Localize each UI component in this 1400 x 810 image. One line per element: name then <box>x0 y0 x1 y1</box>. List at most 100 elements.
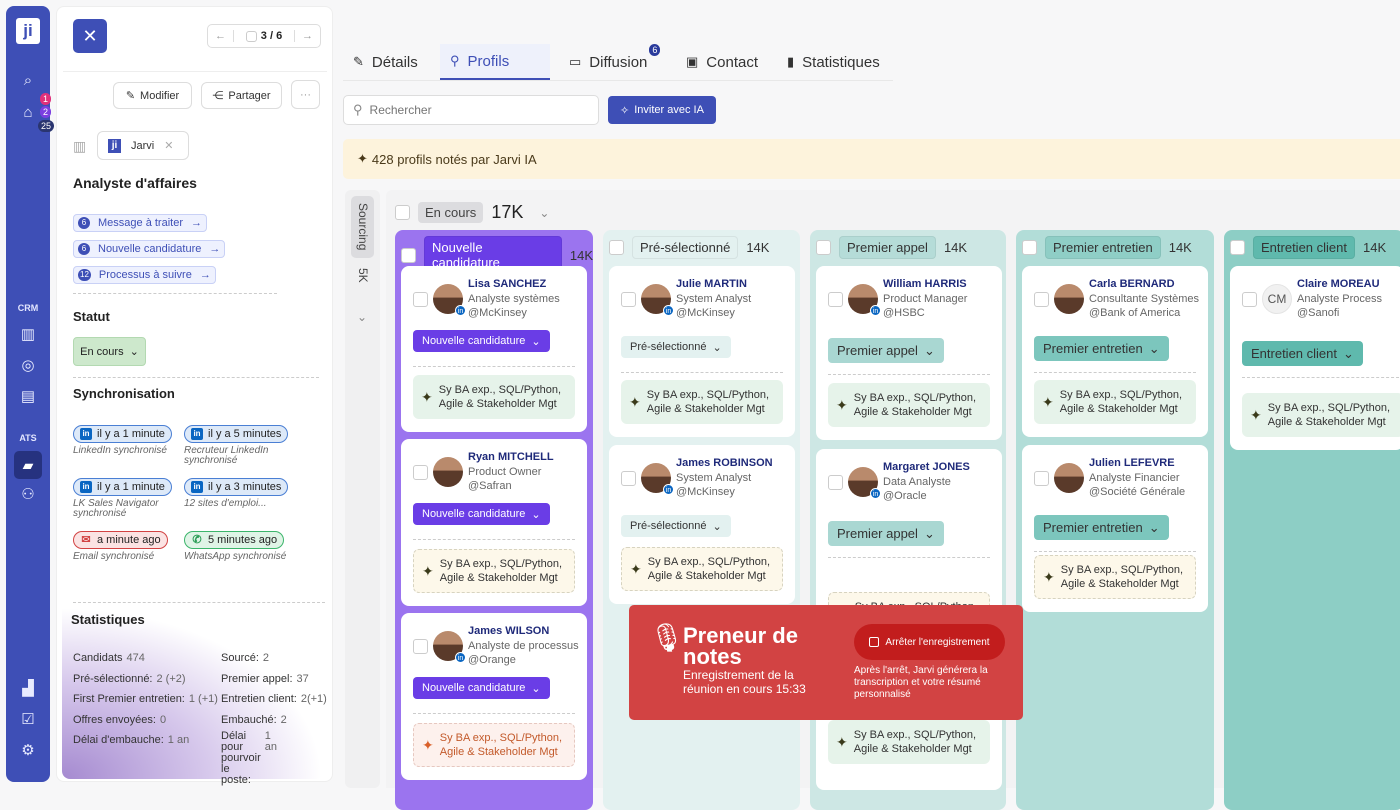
card-checkbox[interactable] <box>1242 292 1257 307</box>
candidate-card[interactable]: Julien LEFEVRE Analyste Financier @Socié… <box>1022 445 1208 612</box>
stage-dropdown[interactable]: Premier entretien ⌄ <box>1034 336 1169 361</box>
target-icon[interactable]: ◎ <box>21 357 35 374</box>
sync-chip[interactable]: ✉ a minute ago <box>73 531 168 549</box>
column-title[interactable]: Premier appel <box>839 236 936 259</box>
column-title[interactable]: Premier entretien <box>1045 236 1161 259</box>
candidate-name[interactable]: Margaret JONES <box>883 461 970 473</box>
sync-chip[interactable]: in il y a 1 minute <box>73 478 172 496</box>
stage-dropdown[interactable]: Nouvelle candidature ⌄ <box>413 677 550 699</box>
stage-dropdown[interactable]: Nouvelle candidature ⌄ <box>413 330 550 352</box>
stage-dropdown[interactable]: Premier appel ⌄ <box>828 521 944 546</box>
chevron-down-icon[interactable]: ⌄ <box>357 310 368 324</box>
sync-chip[interactable]: in il y a 3 minutes <box>184 478 289 496</box>
candidate-card[interactable]: Ryan MITCHELL Product Owner @Safran Nouv… <box>401 439 587 606</box>
column-checkbox[interactable] <box>609 240 624 255</box>
stage-dropdown[interactable]: Pré-sélectionné ⌄ <box>621 515 731 537</box>
next-arrow-icon[interactable]: → <box>294 30 320 42</box>
column-title[interactable]: Pré-sélectionné <box>632 236 739 259</box>
jobs-badge: 2 <box>40 106 52 118</box>
analytics-icon[interactable]: ▟ <box>22 680 34 697</box>
stage-label: Pré-sélectionné <box>630 520 707 532</box>
prev-arrow-icon[interactable]: ← <box>208 30 234 42</box>
stat-value: 2(+1) <box>300 693 327 705</box>
linkedin-icon: in <box>191 428 203 440</box>
candidate-card[interactable]: in James WILSON Analyste de processus @O… <box>401 613 587 780</box>
stage-dropdown[interactable]: Pré-sélectionné ⌄ <box>621 336 731 358</box>
stage-dropdown[interactable]: Premier appel ⌄ <box>828 338 944 363</box>
ai-search-icon[interactable]: ⌕ <box>23 72 33 89</box>
invite-ai-button[interactable]: ✧ Inviter avec IA <box>608 96 716 124</box>
tab-détails[interactable]: ✎ Détails <box>343 44 428 80</box>
candidate-card[interactable]: CM Claire MOREAU Analyste Process @Sanof… <box>1230 266 1400 450</box>
group-tag[interactable]: En cours <box>418 202 484 223</box>
companies-icon[interactable]: ▥ <box>20 326 36 343</box>
candidate-card[interactable]: Carla BERNARD Consultante Systèmes @Bank… <box>1022 266 1208 437</box>
share-button[interactable]: ⋲ Partager <box>201 82 282 109</box>
card-checkbox[interactable] <box>1034 292 1049 307</box>
column-checkbox[interactable] <box>1022 240 1037 255</box>
card-checkbox[interactable] <box>621 471 636 486</box>
card-checkbox[interactable] <box>621 292 636 307</box>
sync-chip[interactable]: in il y a 5 minutes <box>184 425 289 443</box>
candidate-card[interactable]: in Lisa SANCHEZ Analyste systèmes @McKin… <box>401 266 587 432</box>
remove-icon[interactable]: ✕ <box>164 140 174 152</box>
contacts-icon[interactable]: ▤ <box>20 388 36 405</box>
tab-profils[interactable]: ⚲ Profils <box>440 44 550 80</box>
crm-label: CRM <box>17 303 39 313</box>
candidate-name[interactable]: Carla BERNARD <box>1089 278 1175 290</box>
stage-dropdown[interactable]: Premier entretien ⌄ <box>1034 515 1169 540</box>
jarvi-logo[interactable]: ji <box>16 18 40 44</box>
search-input[interactable] <box>369 103 570 117</box>
ai-summary-text: Sy BA exp., SQL/Python, Agile & Stakehol… <box>1060 564 1184 590</box>
candidate-name[interactable]: James ROBINSON <box>676 457 773 469</box>
card-checkbox[interactable] <box>413 292 428 307</box>
sourcing-tag[interactable]: Sourcing <box>351 196 374 258</box>
chevron-down-icon[interactable]: ⌄ <box>539 205 550 220</box>
candidate-name[interactable]: William HARRIS <box>883 278 967 290</box>
sync-chip[interactable]: in il y a 1 minute <box>73 425 172 443</box>
candidate-title: Analyste de processus <box>468 640 579 652</box>
stage-dropdown[interactable]: Entretien client ⌄ <box>1242 341 1363 366</box>
candidate-search-icon[interactable]: ⚇ <box>21 486 35 503</box>
card-checkbox[interactable] <box>1034 471 1049 486</box>
card-checkbox[interactable] <box>828 292 843 307</box>
candidate-card[interactable]: in Julie MARTIN System Analyst @McKinsey… <box>609 266 795 437</box>
card-checkbox[interactable] <box>413 639 428 654</box>
stop-recording-button[interactable]: Arrêter l'enregistrement <box>854 624 1005 660</box>
inbox-icon[interactable]: ⌂ <box>23 104 33 121</box>
card-checkbox[interactable] <box>413 465 428 480</box>
candidate-name[interactable]: Ryan MITCHELL <box>468 451 554 463</box>
ai-summary: ✦ Sy BA exp., SQL/Python, Agile & Stakeho… <box>621 547 783 591</box>
column-checkbox[interactable] <box>401 247 416 263</box>
candidate-name[interactable]: Claire MOREAU <box>1297 278 1380 290</box>
group-checkbox[interactable] <box>395 205 410 220</box>
sync-chip[interactable]: ✆ 5 minutes ago <box>184 531 285 549</box>
tab-contact[interactable]: ▣ Contact <box>676 44 768 80</box>
tab-statistiques[interactable]: ▮ Statistiques <box>777 44 890 80</box>
action-message[interactable]: 6 Message à traiter → <box>73 214 207 232</box>
status-dropdown[interactable]: En cours ⌄ <box>73 337 146 366</box>
candidate-name[interactable]: James WILSON <box>468 625 550 637</box>
column-checkbox[interactable] <box>816 240 831 255</box>
close-button[interactable]: ✕ <box>73 19 107 53</box>
candidate-name[interactable]: Julie MARTIN <box>676 278 747 290</box>
column-checkbox[interactable] <box>1230 240 1245 255</box>
action-process[interactable]: 12 Processus à suivre → <box>73 266 216 284</box>
stage-dropdown[interactable]: Nouvelle candidature ⌄ <box>413 503 550 525</box>
candidate-card[interactable]: in William HARRIS Product Manager @HSBC … <box>816 266 1002 440</box>
company-chip[interactable]: ji Jarvi ✕ <box>97 131 189 160</box>
select-checkbox[interactable] <box>245 30 257 42</box>
candidate-name[interactable]: Julien LEFEVRE <box>1089 457 1175 469</box>
action-new-application[interactable]: 6 Nouvelle candidature → <box>73 240 226 258</box>
sidebar-item-jobs[interactable]: ▰ <box>14 451 42 479</box>
verified-icon[interactable]: ☑ <box>21 711 35 728</box>
settings-icon[interactable]: ⚙ <box>21 742 35 759</box>
search-box[interactable]: ⚲ <box>343 95 599 125</box>
candidate-name[interactable]: Lisa SANCHEZ <box>468 278 547 290</box>
modify-button[interactable]: ✎ Modifier <box>113 82 192 109</box>
column-title[interactable]: Entretien client <box>1253 236 1355 259</box>
candidate-card[interactable]: in James ROBINSON System Analyst @McKins… <box>609 445 795 604</box>
card-checkbox[interactable] <box>828 475 843 490</box>
tab-diffusion[interactable]: ▭ Diffusion 6 <box>559 44 676 80</box>
more-button[interactable]: ··· <box>291 80 320 109</box>
